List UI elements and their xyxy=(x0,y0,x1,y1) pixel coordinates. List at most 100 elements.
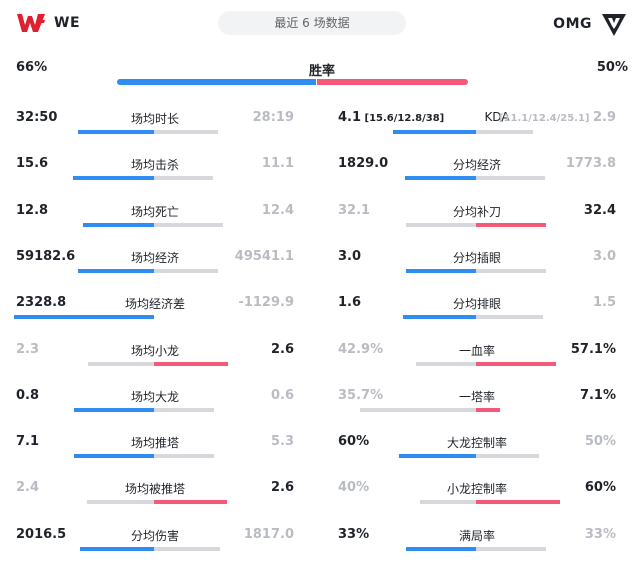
left-stat-row: 2016.5 分均伤害 1817.0 xyxy=(16,527,294,567)
right-value: [11.1/12.4/25.1] 2.9 xyxy=(499,110,616,125)
right-share-bar xyxy=(154,176,213,181)
right-team-name: OMG xyxy=(553,16,592,32)
left-value: 4.1 [15.6/12.8/38] xyxy=(338,110,445,125)
right-share-bar xyxy=(476,407,500,412)
left-win-rate-bar xyxy=(117,79,316,85)
left-kda-breakdown: [15.6/12.8/38] xyxy=(361,113,445,124)
right-stat-row: 33% 满局率 33% xyxy=(338,527,616,567)
left-value: 59182.6 xyxy=(16,248,76,264)
right-value: 11.1 xyxy=(261,156,294,172)
right-value: 1.5 xyxy=(592,295,616,311)
right-win-rate: 50% xyxy=(596,60,628,75)
left-value: 2.3 xyxy=(16,341,40,357)
right-value: -1129.9 xyxy=(238,295,294,311)
right-stat-row: 1829.0 分均经济 1773.8 xyxy=(338,156,616,196)
left-stat-row: 15.6 场均击杀 11.1 xyxy=(16,156,294,196)
stat-label: 满局率 xyxy=(458,528,495,543)
stat-label: 分均经济 xyxy=(452,158,501,173)
right-share-bar xyxy=(476,222,546,227)
stat-label: 大龙控制率 xyxy=(446,436,507,451)
left-share-bar xyxy=(405,176,476,181)
left-share-bar xyxy=(416,361,476,366)
right-share-bar xyxy=(154,130,218,134)
left-stat-row: 32:50 场均时长 28:19 xyxy=(16,110,294,150)
right-share-bar xyxy=(154,222,223,227)
right-value: 1773.8 xyxy=(565,156,616,172)
right-value: 2.6 xyxy=(270,480,294,496)
right-share-bar xyxy=(476,500,560,505)
left-value: 3.0 xyxy=(338,248,362,264)
we-logo-icon xyxy=(17,14,45,32)
stat-label: 一血率 xyxy=(458,343,495,358)
left-value: 32.1 xyxy=(338,202,371,218)
right-stat-row: 4.1 [15.6/12.8/38] KDA [11.1/12.4/25.1] 2.… xyxy=(338,110,616,150)
left-share-bar xyxy=(406,222,476,227)
right-stat-row: 40% 小龙控制率 60% xyxy=(338,480,616,520)
right-share-bar xyxy=(476,176,545,181)
left-share-bar xyxy=(399,454,476,459)
left-share-bar xyxy=(403,315,476,320)
right-team[interactable]: OMG xyxy=(553,10,628,38)
match-header: WE 最近 6 场数据 OMG xyxy=(0,0,644,48)
right-value: 57.1% xyxy=(570,341,616,357)
left-team-name: WE xyxy=(54,15,81,31)
right-value: 7.1% xyxy=(579,387,616,403)
right-value: 3.0 xyxy=(592,248,616,264)
right-stat-row: 3.0 分均插眼 3.0 xyxy=(338,249,616,289)
left-share-bar xyxy=(406,546,476,551)
win-rate-label: 胜率 xyxy=(308,64,335,79)
stat-label: 场均击杀 xyxy=(130,158,179,173)
left-stat-row: 12.8 场均死亡 12.4 xyxy=(16,203,294,243)
stat-label: KDA xyxy=(484,110,510,124)
right-stat-row: 60% 大龙控制率 50% xyxy=(338,434,616,474)
left-value: 12.8 xyxy=(16,202,49,218)
left-value: 1.6 xyxy=(338,295,362,311)
right-value: 50% xyxy=(584,434,616,450)
right-share-bar xyxy=(476,315,543,320)
left-value: 2.4 xyxy=(16,480,40,496)
left-share-bar xyxy=(73,176,154,181)
recent-matches-label: 最近 6 场数据 xyxy=(218,11,406,35)
left-share-bar xyxy=(74,454,154,459)
left-stat-row: 0.8 场均大龙 0.6 xyxy=(16,388,294,428)
left-value: 7.1 xyxy=(16,434,40,450)
win-rate-row: 66% 胜率 50% xyxy=(0,58,644,88)
left-stat-row: 2.3 场均小龙 2.6 xyxy=(16,342,294,382)
omg-logo-icon xyxy=(602,14,626,36)
left-share-bar xyxy=(74,407,154,412)
right-value: 32.4 xyxy=(583,202,616,218)
stat-label: 场均经济 xyxy=(130,250,179,265)
stat-label: 场均小龙 xyxy=(130,343,179,358)
left-share-bar xyxy=(420,500,476,505)
right-kda-breakdown: [11.1/12.4/25.1] xyxy=(499,113,593,124)
stat-label: 场均时长 xyxy=(130,112,179,126)
stat-label: 一塔率 xyxy=(458,389,495,404)
stat-label: 分均伤害 xyxy=(130,528,179,543)
left-share-bar xyxy=(78,268,154,273)
right-win-rate-bar xyxy=(317,79,468,85)
right-share-bar xyxy=(476,268,546,273)
left-value: 40% xyxy=(338,480,370,496)
stat-label: 场均死亡 xyxy=(130,204,179,219)
left-win-rate: 66% xyxy=(16,60,48,75)
left-value: 0.8 xyxy=(16,387,40,403)
right-share-bar xyxy=(476,546,546,551)
left-value: 35.7% xyxy=(338,387,384,403)
left-share-bar xyxy=(14,315,154,320)
left-value: 32:50 xyxy=(16,110,58,125)
stat-label: 小龙控制率 xyxy=(446,482,507,497)
left-value: 15.6 xyxy=(16,156,49,172)
right-share-bar xyxy=(476,361,556,366)
right-value: 12.4 xyxy=(261,202,294,218)
right-share-bar xyxy=(154,500,227,505)
left-team[interactable]: WE xyxy=(16,12,80,34)
right-stat-row: 32.1 分均补刀 32.4 xyxy=(338,203,616,243)
stat-label: 分均排眼 xyxy=(452,297,501,312)
right-value: 60% xyxy=(584,480,616,496)
right-stat-row: 42.9% 一血率 57.1% xyxy=(338,342,616,382)
left-stat-row: 59182.6 场均经济 49541.1 xyxy=(16,249,294,289)
right-share-bar xyxy=(154,361,228,366)
left-share-bar xyxy=(360,407,476,412)
right-value: 49541.1 xyxy=(234,248,294,264)
left-value: 60% xyxy=(338,434,370,450)
